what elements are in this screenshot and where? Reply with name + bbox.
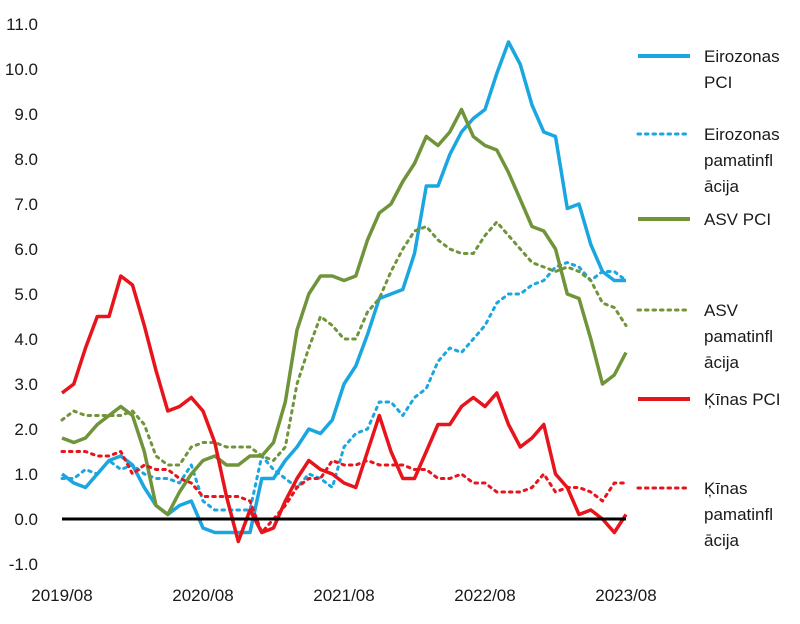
legend: Eirozonas PCI Eirozonas pamatinfl ācija ASV P… (636, 47, 781, 550)
y-tick-label: 7.0 (14, 195, 38, 214)
legend-label: ācija (704, 531, 740, 550)
series-line-4 (60, 274, 628, 544)
series-line-5 (60, 450, 628, 534)
series-line-3 (60, 220, 628, 467)
legend-label: pamatinfl (704, 327, 773, 346)
legend-label: ASV (704, 301, 739, 320)
y-tick-label: 8.0 (14, 150, 38, 169)
y-tick-label: 1.0 (14, 465, 38, 484)
x-tick-label: 2019/08 (31, 586, 92, 605)
legend-label: ācija (704, 177, 740, 196)
y-tick-label: 11.0 (6, 15, 38, 34)
y-tick-label: 0.0 (14, 510, 38, 529)
y-tick-label: 2.0 (14, 420, 38, 439)
y-tick-label: 3.0 (14, 375, 38, 394)
x-tick-label: 2020/08 (172, 586, 233, 605)
legend-label: pamatinfl (704, 151, 773, 170)
x-tick-label: 2023/08 (595, 586, 656, 605)
legend-label: ācija (704, 353, 740, 372)
y-tick-label: 10.0 (5, 60, 38, 79)
legend-label: Eirozonas (704, 47, 780, 66)
legend-label: Ķīnas (704, 479, 747, 498)
legend-label: Eirozonas (704, 125, 780, 144)
y-tick-label: 6.0 (14, 240, 38, 259)
x-tick-label: 2021/08 (313, 586, 374, 605)
series-group (60, 40, 628, 544)
y-tick-label: 9.0 (14, 105, 38, 124)
x-tick-label: 2022/08 (454, 586, 515, 605)
series-line-1 (60, 261, 628, 512)
x-axis: 2019/08 2020/08 2021/08 2022/08 2023/08 (31, 586, 656, 605)
legend-label: pamatinfl (704, 505, 773, 524)
y-tick-label: 5.0 (14, 285, 38, 304)
y-axis: -1.0 0.0 1.0 2.0 3.0 4.0 5.0 6.0 7.0 8.0 9.0 10.0 11… (5, 15, 38, 574)
y-tick-label: 4.0 (14, 330, 38, 349)
legend-label: Ķīnas PCI (704, 390, 781, 409)
y-tick-label: -1.0 (9, 555, 38, 574)
legend-label: PCI (704, 73, 732, 92)
series-line-2 (61, 107, 628, 517)
legend-label: ASV PCI (704, 210, 771, 229)
